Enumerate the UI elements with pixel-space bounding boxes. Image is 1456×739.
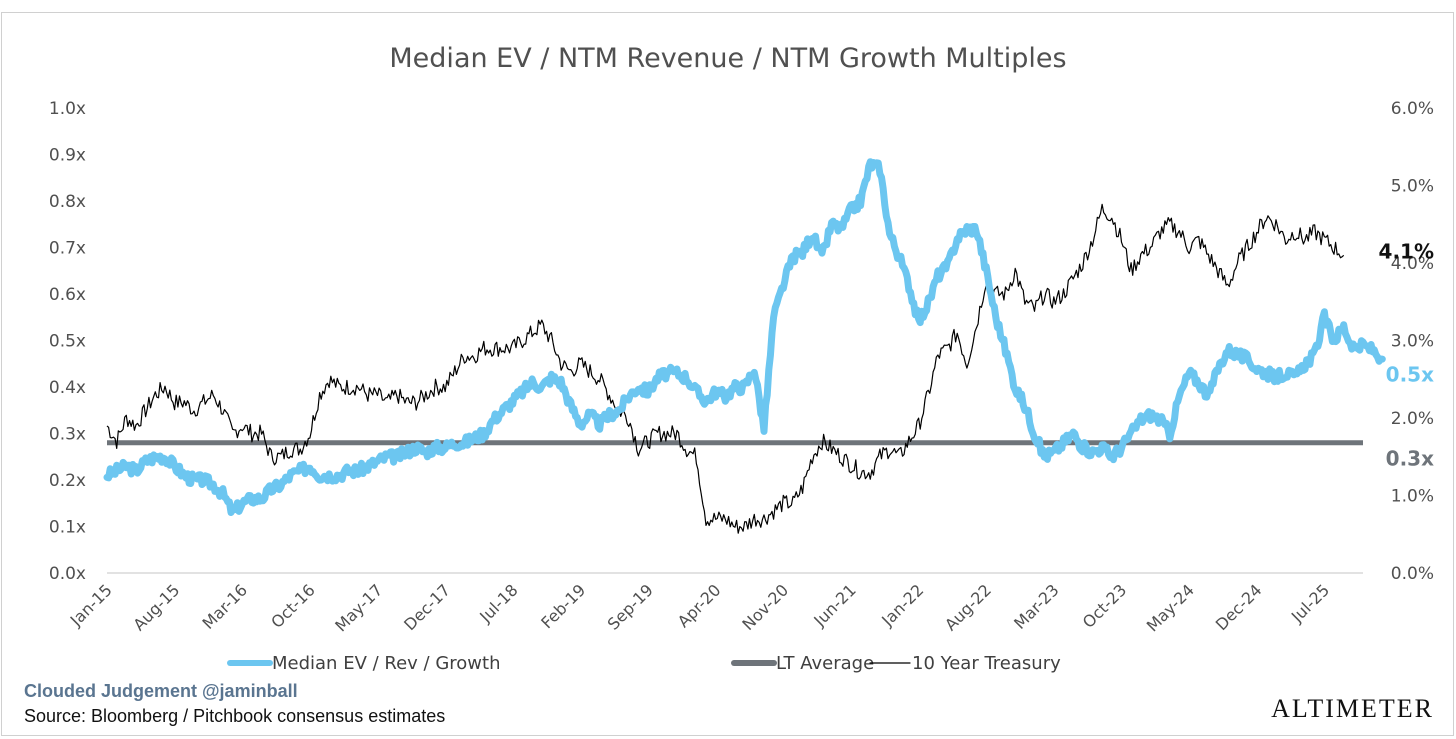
- x-tick-label: Dec-17: [400, 580, 454, 634]
- y-left-tick-label: 0.6x: [49, 285, 86, 305]
- y-axis-right: 0.0% 1.0% 2.0% 3.0% 4.0% 5.0% 6.0%: [1391, 99, 1434, 584]
- legend-item-lt-average-label: LT Average: [776, 653, 874, 674]
- x-tick-label: Oct-16: [267, 580, 318, 631]
- y-left-tick-label: 0.4x: [49, 378, 86, 398]
- x-tick-label: Jul-25: [1287, 580, 1333, 626]
- end-label-median: 0.5x: [1386, 363, 1434, 387]
- x-tick-label: Dec-24: [1212, 580, 1266, 634]
- y-left-tick-label: 0.5x: [49, 332, 86, 352]
- y-left-tick-label: 0.1x: [49, 518, 86, 538]
- y-left-tick-label: 0.7x: [49, 239, 86, 259]
- y-right-tick-label: 4.0%: [1391, 254, 1434, 274]
- x-tick-label: Nov-20: [738, 580, 792, 634]
- end-labels: 4.1% 0.5x 0.3x: [1379, 239, 1435, 470]
- y-left-tick-label: 0.0x: [49, 564, 86, 584]
- chart-title: Median EV / NTM Revenue / NTM Growth Mul…: [389, 43, 1066, 74]
- y-left-tick-label: 0.2x: [49, 471, 86, 491]
- y-right-tick-label: 2.0%: [1391, 409, 1434, 429]
- x-tick-label: Apr-20: [674, 580, 725, 631]
- x-tick-label: Jul-18: [475, 580, 521, 626]
- y-left-tick-label: 0.8x: [49, 192, 86, 212]
- legend: Median EV / Rev / Growth LT Average 10 Yea…: [227, 653, 1061, 674]
- x-axis: Jan-15 Aug-15 Mar-16 Oct-16 May-17 Dec-17 Jul-…: [66, 580, 1333, 635]
- y-left-tick-label: 0.3x: [49, 425, 86, 445]
- y-left-tick-label: 0.9x: [49, 146, 86, 166]
- x-tick-label: Sep-19: [604, 580, 657, 633]
- y-right-tick-label: 5.0%: [1391, 177, 1434, 197]
- legend-item-median-label: Median EV / Rev / Growth: [272, 653, 500, 674]
- plot-area: [103, 158, 1386, 534]
- x-tick-label: Jan-22: [877, 580, 927, 630]
- x-tick-label: Feb-19: [537, 580, 589, 632]
- end-label-treasury: 4.1%: [1379, 239, 1434, 263]
- x-tick-label: May-24: [1143, 580, 1198, 635]
- brand-logo: ALTIMETER: [1271, 694, 1434, 723]
- y-right-tick-label: 0.0%: [1391, 564, 1434, 584]
- x-tick-label: Mar-16: [199, 580, 252, 633]
- x-tick-label: Aug-22: [941, 580, 995, 634]
- y-axis-left: 0.0x 0.1x 0.2x 0.3x 0.4x 0.5x 0.6x 0.7x 0.8x 0.9x…: [49, 99, 86, 584]
- series-median-ev-rev-growth-line: [103, 158, 1386, 516]
- y-right-tick-label: 6.0%: [1391, 99, 1434, 119]
- x-tick-label: Oct-23: [1079, 580, 1130, 631]
- legend-item-10-year-treasury-label: 10 Year Treasury: [912, 653, 1061, 674]
- chart-frame: Median EV / NTM Revenue / NTM Growth Mul…: [1, 12, 1454, 736]
- chart: Median EV / NTM Revenue / NTM Growth Mul…: [49, 43, 1435, 674]
- x-tick-label: Mar-23: [1010, 580, 1063, 633]
- end-label-lt-average: 0.3x: [1386, 446, 1434, 470]
- y-right-tick-label: 1.0%: [1391, 487, 1434, 507]
- source-text: Source: Bloomberg / Pitchbook consensus …: [24, 706, 446, 726]
- credit-text: Clouded Judgement @jaminball: [24, 681, 298, 701]
- x-tick-label: May-17: [331, 580, 386, 635]
- x-tick-label: Aug-15: [129, 580, 183, 634]
- y-left-tick-label: 1.0x: [49, 99, 86, 119]
- x-tick-label: Jun-21: [809, 580, 859, 630]
- y-right-tick-label: 3.0%: [1391, 332, 1434, 352]
- series-10-year-treasury-line: [106, 203, 1345, 534]
- x-tick-label: Jan-15: [66, 580, 116, 630]
